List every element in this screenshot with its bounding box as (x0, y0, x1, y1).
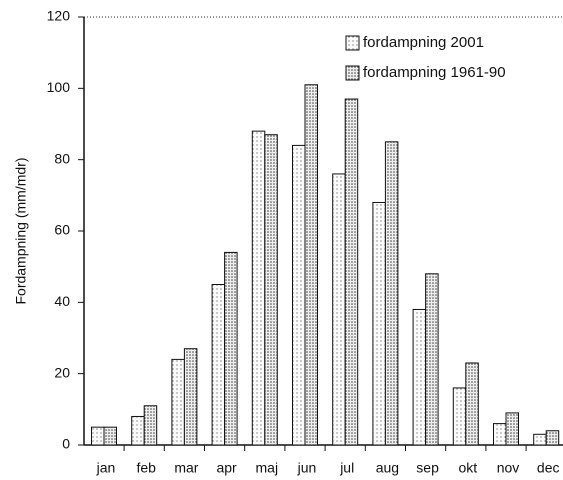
y-tick-label: 0 (62, 436, 70, 452)
bar (103, 426, 117, 446)
x-tick-label: mar (174, 460, 198, 476)
x-tick-label: maj (256, 460, 279, 476)
bar (545, 430, 560, 446)
bar (412, 308, 427, 446)
bar (533, 433, 547, 446)
x-tick-label: sep (416, 460, 439, 476)
y-tick-label: 100 (47, 79, 71, 95)
legend-swatch (345, 65, 360, 81)
bar (224, 251, 238, 446)
bar (143, 405, 158, 446)
bar (304, 84, 318, 446)
legend-label: fordampning 2001 (363, 34, 484, 51)
y-tick-label: 20 (54, 364, 70, 380)
y-tick-label: 40 (54, 293, 70, 309)
bar (372, 201, 386, 446)
x-tick-label: feb (136, 460, 156, 476)
bar (344, 98, 359, 446)
x-tick-label: jan (96, 460, 116, 476)
bar (505, 412, 519, 446)
y-tick-label: 120 (47, 8, 71, 24)
x-tick-label: dec (537, 460, 560, 476)
legend: fordampning 2001 fordampning 1961-90 (345, 34, 506, 81)
x-tick-label: jul (339, 460, 354, 476)
x-tick-label: okt (458, 460, 477, 476)
x-tick-label: apr (216, 460, 237, 476)
bar (384, 141, 399, 446)
y-tick-label: 60 (54, 222, 70, 238)
x-tick-label: jun (297, 460, 317, 476)
bar (292, 144, 306, 446)
bar (91, 426, 105, 446)
bar (465, 362, 479, 446)
bar (452, 387, 467, 446)
bar (332, 173, 346, 446)
bar (131, 415, 145, 446)
y-tick-label: 80 (54, 150, 70, 166)
bar (211, 284, 226, 446)
x-tick-label: nov (497, 460, 520, 476)
legend-swatch (345, 35, 360, 51)
legend-label: fordampning 1961-90 (363, 64, 506, 81)
x-tick-label: aug (376, 460, 399, 476)
y-axis-label: Fordampning (mm/mdr) (13, 157, 29, 304)
bar (183, 348, 198, 446)
bar (171, 358, 185, 446)
bar (251, 130, 266, 446)
bar (493, 423, 507, 446)
bar (425, 273, 439, 446)
bar (264, 134, 278, 446)
